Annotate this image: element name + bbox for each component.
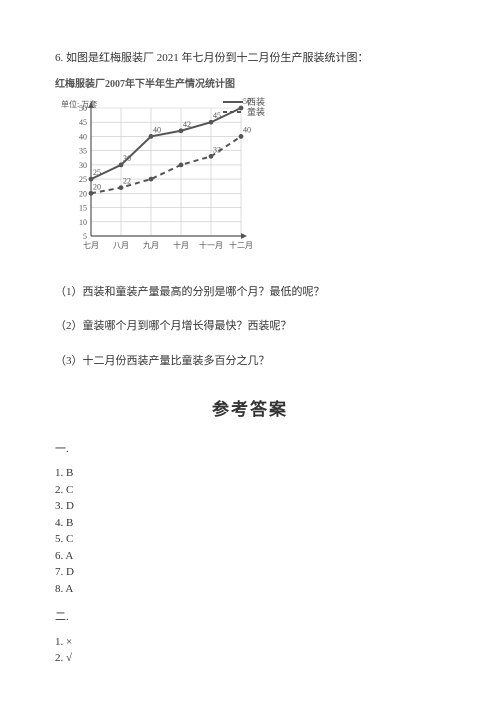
svg-text:八月: 八月 xyxy=(113,241,129,250)
svg-text:十一月: 十一月 xyxy=(199,240,223,250)
answers-section-2-head: 二. xyxy=(55,609,445,626)
chart-title: 红梅服装厂2007年下半年生产情况统计图 xyxy=(55,77,265,92)
question-sub-3: （3）十二月份西装产量比童装多百分之几？ xyxy=(55,353,445,370)
svg-text:40: 40 xyxy=(79,132,87,141)
svg-text:15: 15 xyxy=(79,203,87,212)
svg-text:10: 10 xyxy=(79,217,87,226)
question-sub-1: （1）西装和童装产量最高的分别是哪个月？最低的呢？ xyxy=(55,284,445,301)
answer-line: 7. D xyxy=(55,564,445,581)
svg-text:20: 20 xyxy=(93,182,101,191)
answer-line: 1. × xyxy=(55,634,445,651)
svg-text:40: 40 xyxy=(153,125,161,134)
svg-text:童装: 童装 xyxy=(247,106,265,117)
svg-text:25: 25 xyxy=(79,175,87,184)
question-sub-2: （2）童装哪个月到哪个月增长得最快？西装呢？ xyxy=(55,318,445,335)
svg-text:50: 50 xyxy=(243,97,251,106)
svg-text:45: 45 xyxy=(213,111,221,120)
answer-line: 4. B xyxy=(55,515,445,532)
answers-section-1: 1. B2. C3. D4. B5. C6. A7. D8. A xyxy=(55,465,445,597)
svg-text:30: 30 xyxy=(123,153,131,162)
svg-text:35: 35 xyxy=(79,146,87,155)
svg-text:单位: 万套: 单位: 万套 xyxy=(61,99,97,109)
answers-section-1-head: 一. xyxy=(55,441,445,458)
answer-line: 6. A xyxy=(55,548,445,565)
answer-line: 5. C xyxy=(55,531,445,548)
svg-text:33: 33 xyxy=(213,145,221,154)
answer-line: 8. A xyxy=(55,581,445,598)
chart-container: 红梅服装厂2007年下半年生产情况统计图 5 10 15 20 25 30 35 40 45 50… xyxy=(55,77,265,266)
svg-text:42: 42 xyxy=(183,119,191,128)
svg-text:45: 45 xyxy=(79,118,87,127)
question-intro: 6. 如图是红梅服装厂 2021 年七月份到十二月份生产服装统计图： xyxy=(55,50,445,67)
svg-text:5: 5 xyxy=(83,232,87,241)
svg-text:40: 40 xyxy=(243,125,251,134)
svg-text:22: 22 xyxy=(123,176,131,185)
svg-text:十二月: 十二月 xyxy=(229,240,253,250)
answer-line: 1. B xyxy=(55,465,445,482)
svg-text:25: 25 xyxy=(93,168,101,177)
answer-line: 3. D xyxy=(55,498,445,515)
svg-text:九月: 九月 xyxy=(143,241,159,250)
svg-text:七月: 七月 xyxy=(83,241,99,250)
answers-section-2: 1. ×2. √ xyxy=(55,634,445,667)
answers-title: 参考答案 xyxy=(55,397,445,423)
svg-text:十月: 十月 xyxy=(173,240,189,250)
answer-line: 2. C xyxy=(55,482,445,499)
answer-line: 2. √ xyxy=(55,650,445,667)
svg-text:20: 20 xyxy=(79,189,87,198)
line-chart: 5101520253035404550七月八月九月十月十一月十二月单位: 万套西… xyxy=(55,96,265,266)
svg-text:30: 30 xyxy=(79,160,87,169)
